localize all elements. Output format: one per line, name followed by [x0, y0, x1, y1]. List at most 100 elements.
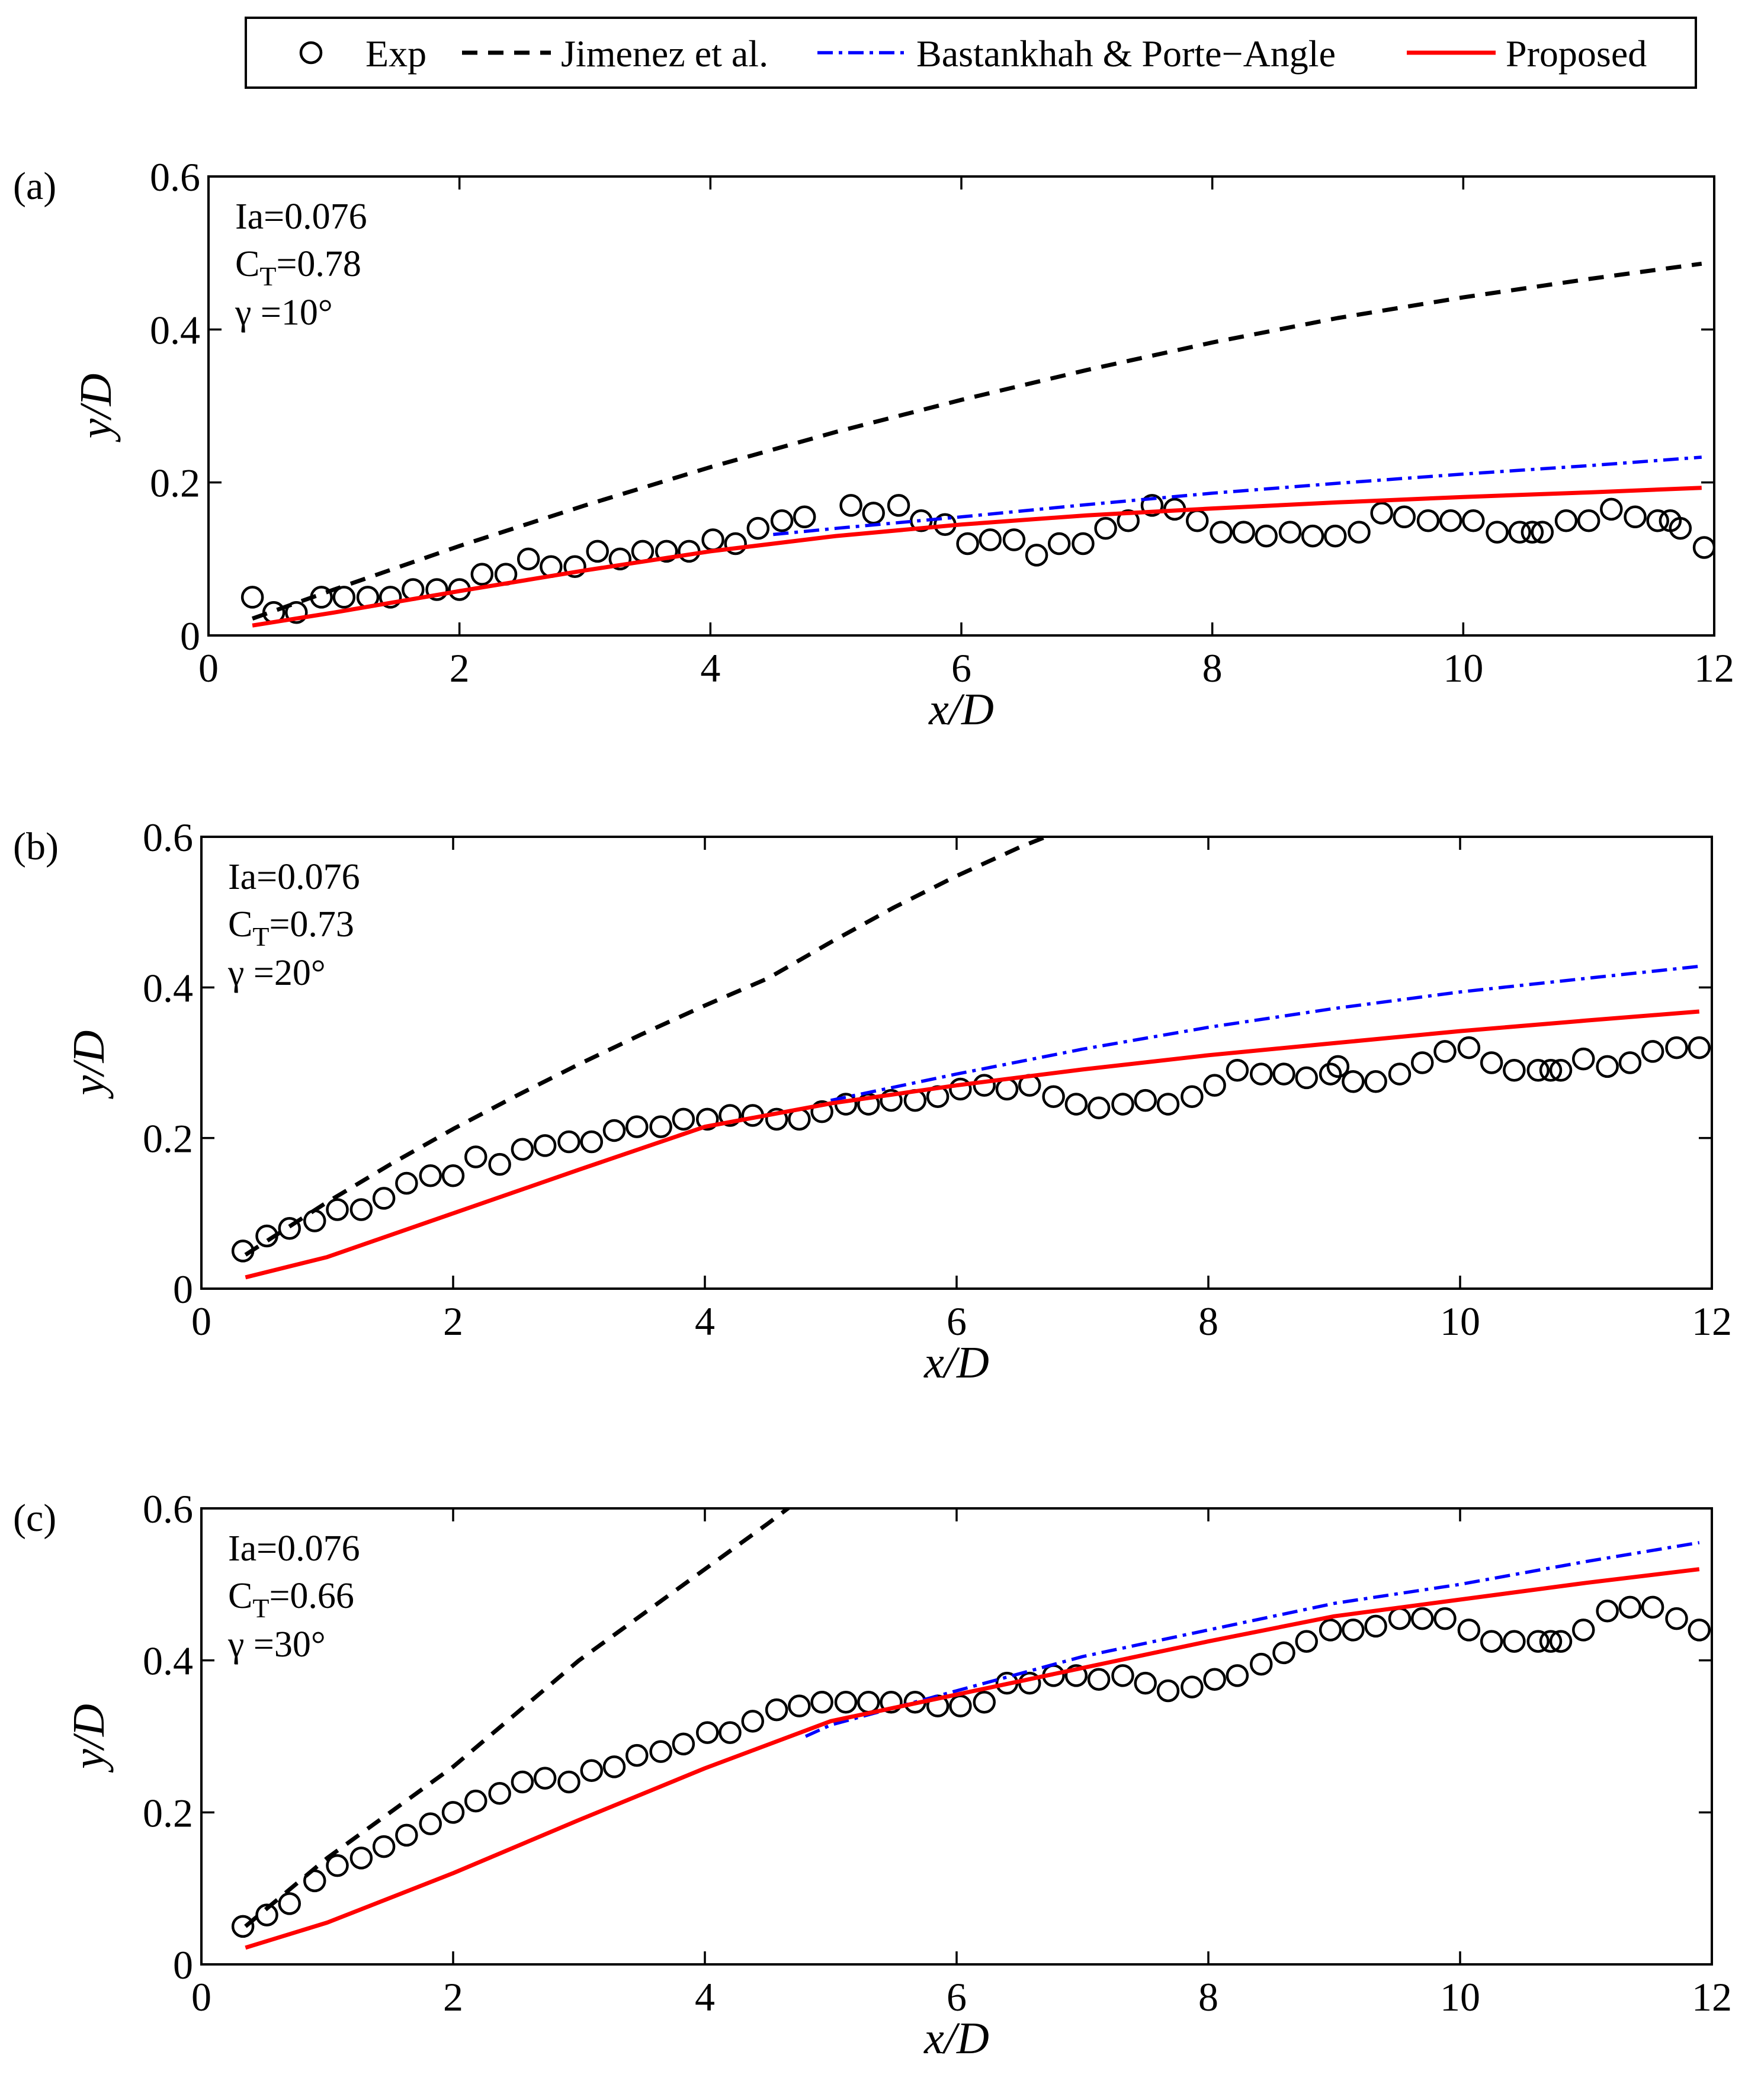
exp-data-point: [395, 1171, 418, 1195]
ct-subscript: T: [259, 261, 276, 291]
exp-data-point: [1618, 1051, 1642, 1074]
exp-data-point: [372, 1187, 396, 1210]
exp-data-point: [488, 1152, 511, 1176]
series-line-jimenez-et-al: [251, 261, 1702, 621]
x-tick-label: 0: [191, 1299, 211, 1344]
x-tick-label: 4: [700, 646, 720, 691]
exp-data-point: [464, 1789, 487, 1813]
exp-data-point: [1388, 1062, 1412, 1086]
exp-data-point: [857, 1691, 880, 1714]
ct-subscript: T: [252, 921, 269, 952]
exp-data-point: [1232, 521, 1255, 544]
exp-data-point: [1042, 1085, 1065, 1108]
exp-data-point: [1364, 1070, 1387, 1093]
exp-data-point: [557, 1130, 580, 1154]
panel-a: 0 2 4 6 8 10 12 0 0.2 0.4 0.6 x/D y/D (a) Ia=0.076 CT=0…: [13, 155, 1734, 734]
plot-frame: [200, 1507, 1713, 1966]
exp-data-point: [1641, 1595, 1664, 1619]
exp-data-point: [378, 586, 402, 609]
exp-data-point: [1688, 1619, 1711, 1642]
exp-data-point: [1503, 1058, 1526, 1082]
annotation-ia: Ia=0.076: [228, 1529, 360, 1569]
exp-data-point: [1094, 516, 1117, 540]
exp-data-point: [326, 1198, 349, 1221]
ct-value: =0.66: [269, 1576, 354, 1616]
exp-data-point: [1255, 524, 1278, 548]
y-tick-label: 0.4: [143, 965, 193, 1010]
exp-data-point: [1439, 509, 1462, 532]
exp-data-point: [1646, 509, 1669, 532]
ct-symbol: C: [235, 244, 259, 284]
exp-data-point: [1278, 521, 1302, 544]
exp-data-point: [1272, 1641, 1295, 1665]
exp-data-point: [1324, 524, 1347, 548]
ct-value: =0.73: [269, 904, 354, 945]
exp-data-point: [1250, 1062, 1273, 1086]
plot-frame: [207, 175, 1715, 637]
exp-data-point: [1370, 502, 1393, 525]
x-tick-label: 6: [947, 1974, 967, 2019]
exp-data-point: [349, 1198, 373, 1221]
exp-data-point: [441, 1164, 465, 1187]
x-tick-label: 8: [1198, 1974, 1218, 2019]
x-axis-label: x/D: [923, 2014, 989, 2063]
exp-data-point: [1457, 1036, 1481, 1059]
x-tick-label: 2: [443, 1974, 463, 2019]
x-axis-label: x/D: [923, 1338, 989, 1388]
exp-data-point: [880, 1691, 903, 1714]
exp-data-point: [1348, 521, 1371, 544]
exp-data-point: [1521, 521, 1544, 544]
y-tick-label: 0: [173, 1267, 193, 1312]
exp-data-point: [1326, 1055, 1350, 1078]
exp-data-point: [1295, 1630, 1318, 1653]
exp-data-point: [441, 1801, 465, 1824]
y-tick-label: 0.6: [143, 815, 193, 860]
exp-data-point: [372, 1835, 396, 1858]
x-tick-label: 12: [1694, 646, 1734, 691]
series-line-bastankhah-porte-angle: [773, 455, 1702, 537]
panel-b: 0 2 4 6 8 10 12 0 0.2 0.4 0.6 x/D y/D (b) Ia=0.076 CT=0…: [13, 815, 1732, 1388]
exp-data-point: [1393, 505, 1416, 529]
exp-data-point: [1692, 536, 1714, 559]
exp-data-point: [1572, 1619, 1595, 1642]
exp-data-point: [839, 494, 862, 517]
exp-data-point: [1600, 497, 1623, 521]
x-tick-label: 6: [951, 646, 971, 691]
panel-label: (b): [13, 825, 59, 868]
exp-data-point: [718, 1104, 742, 1127]
legend-label-jimenez: Jimenez et al.: [561, 33, 768, 75]
exp-data-point: [1295, 1066, 1318, 1090]
exp-data-point: [979, 528, 1002, 551]
exp-data-point: [1411, 1607, 1434, 1630]
x-tick-label: 12: [1692, 1299, 1732, 1344]
exp-data-point: [1203, 1668, 1226, 1691]
exp-data-point: [1480, 1051, 1503, 1074]
exp-data-point: [649, 1115, 672, 1138]
annotation-ia: Ia=0.076: [228, 857, 360, 897]
x-tick-label: 10: [1440, 1974, 1480, 2019]
y-tick-label: 0.2: [150, 461, 200, 506]
exp-data-point: [1319, 1619, 1342, 1642]
exp-data-point: [793, 505, 816, 529]
exp-data-point: [1134, 1088, 1157, 1112]
exp-data-point: [1364, 1614, 1387, 1638]
exp-data-point: [765, 1698, 788, 1722]
x-tick-label: 4: [695, 1299, 715, 1344]
exp-data-point: [1047, 532, 1071, 555]
exp-data-point: [1111, 1664, 1134, 1687]
exp-data-point: [746, 516, 770, 540]
exp-data-point: [1210, 521, 1233, 544]
exp-data-point: [1669, 516, 1692, 540]
exp-data-point: [1480, 1630, 1503, 1653]
series-line-bastankhah-porte-angle: [804, 1541, 1700, 1738]
annotation-gamma: γ =30°: [227, 1624, 326, 1665]
series-line-proposed: [245, 1009, 1700, 1280]
exp-data-point: [672, 1107, 695, 1131]
y-tick-label: 0: [173, 1942, 193, 1987]
x-tick-label: 10: [1440, 1299, 1480, 1344]
exp-data-point: [419, 1812, 442, 1835]
exp-data-point: [1539, 1058, 1563, 1082]
exp-data-point: [724, 532, 747, 555]
x-tick-label: 0: [198, 646, 219, 691]
